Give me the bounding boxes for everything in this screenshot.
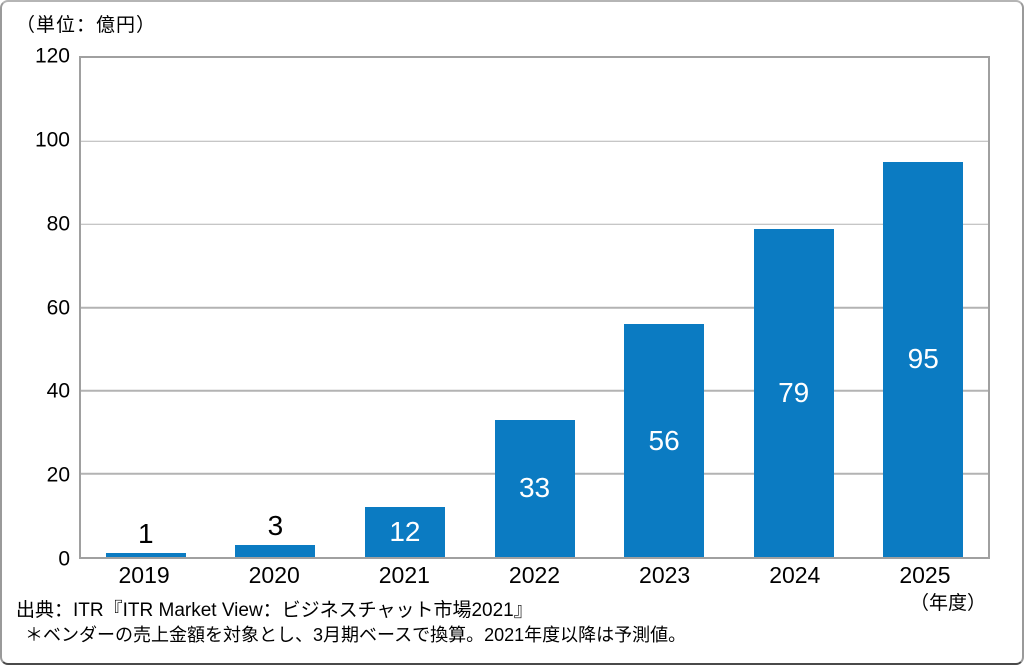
x-axis: 2019 2020 2021 2022 2023 2024 2025 — [79, 564, 990, 587]
bar-value-label: 95 — [907, 343, 939, 375]
x-tick-label: 2024 — [769, 562, 821, 588]
unit-label: （単位：億円） — [16, 15, 157, 36]
bar-value-label: 56 — [648, 424, 680, 456]
bar-slot-2021: 12 — [340, 58, 470, 557]
bar-2019 — [105, 552, 186, 557]
y-tick-label: 100 — [34, 128, 70, 152]
x-axis-unit-label: （年度） — [909, 593, 986, 614]
bar-value-label: 3 — [267, 509, 284, 541]
bar-value-label: 12 — [389, 516, 421, 548]
bar-value-label: 79 — [778, 376, 810, 408]
x-tick-label: 2019 — [118, 562, 170, 588]
y-tick-label: 20 — [46, 463, 70, 487]
footnote-line: ＊ベンダーの売上金額を対象とし、3月期ベースで換算。2021年度以降は予測値。 — [25, 625, 687, 645]
bar-value-label: 33 — [518, 472, 551, 504]
bar-slot-2019: 1 — [81, 58, 211, 557]
bar-slot-2023: 56 — [599, 58, 729, 557]
y-axis: 0 20 40 60 80 100 120 — [2, 46, 70, 570]
bar-value-label: 1 — [138, 517, 154, 549]
bar-2022: 33 — [494, 419, 575, 557]
bar-slot-2025: 95 — [858, 58, 988, 557]
y-tick-label: 0 — [58, 547, 70, 571]
bar-2021: 12 — [364, 507, 445, 557]
bar-slot-2022: 33 — [470, 58, 600, 557]
bar-slot-2024: 79 — [729, 58, 859, 557]
plot-area: 1 3 12 33 56 79 95 — [79, 56, 990, 559]
x-tick-label: 2020 — [248, 562, 300, 588]
source-note: 出典：ITR『ITR Market View：ビジネスチャット市場2021』 ＊… — [16, 598, 686, 648]
bar-2025: 95 — [883, 161, 964, 557]
bar-2023: 56 — [624, 324, 705, 557]
y-tick-label: 60 — [46, 296, 70, 319]
x-tick-label: 2021 — [378, 562, 430, 588]
bar-2024: 79 — [753, 228, 834, 557]
y-tick-label: 80 — [46, 212, 70, 236]
source-line: 出典：ITR『ITR Market View：ビジネスチャット市場2021』 — [16, 600, 533, 621]
x-tick-label: 2023 — [639, 562, 691, 588]
y-tick-label: 40 — [46, 379, 70, 403]
y-tick-label: 120 — [34, 44, 70, 68]
x-tick-label: 2025 — [899, 562, 951, 588]
bar-2020 — [235, 544, 316, 557]
x-tick-label: 2022 — [508, 562, 561, 588]
bar-slot-2020: 3 — [211, 58, 341, 557]
